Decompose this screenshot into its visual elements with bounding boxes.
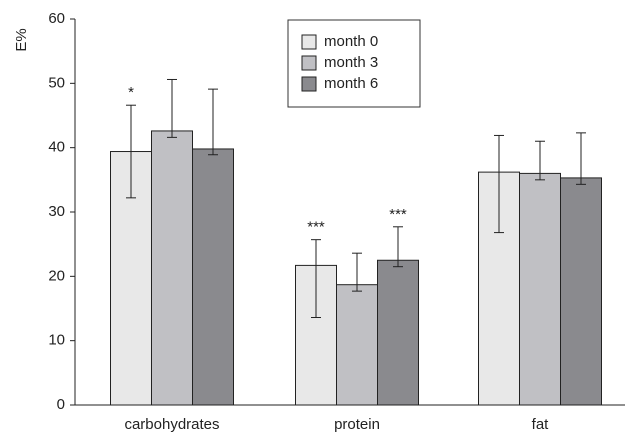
y-tick-label: 50 xyxy=(48,74,65,91)
legend-label: month 6 xyxy=(324,75,378,92)
bar xyxy=(192,148,234,406)
y-tick-label: 20 xyxy=(48,267,65,284)
y-tick-label: 10 xyxy=(48,332,65,349)
significance-label: * xyxy=(128,84,134,101)
significance-label: *** xyxy=(389,206,407,223)
bar xyxy=(560,177,602,406)
significance-label: *** xyxy=(307,219,325,236)
y-tick-label: 40 xyxy=(48,139,65,156)
y-axis-label: E% xyxy=(13,28,30,51)
y-tick-label: 60 xyxy=(48,10,65,27)
bar xyxy=(519,172,561,406)
legend-swatch xyxy=(301,55,317,71)
x-tick-label: protein xyxy=(334,416,380,433)
y-tick-label: 0 xyxy=(57,396,65,413)
x-tick-label: carbohydrates xyxy=(124,416,219,433)
legend-swatch xyxy=(301,76,317,92)
bar xyxy=(377,259,419,406)
legend-label: month 3 xyxy=(324,54,378,71)
legend-label: month 0 xyxy=(324,33,378,50)
x-tick-label: fat xyxy=(532,416,550,433)
bar xyxy=(151,130,193,406)
legend-swatch xyxy=(301,34,317,50)
y-tick-label: 30 xyxy=(48,203,65,220)
bar xyxy=(336,284,378,406)
